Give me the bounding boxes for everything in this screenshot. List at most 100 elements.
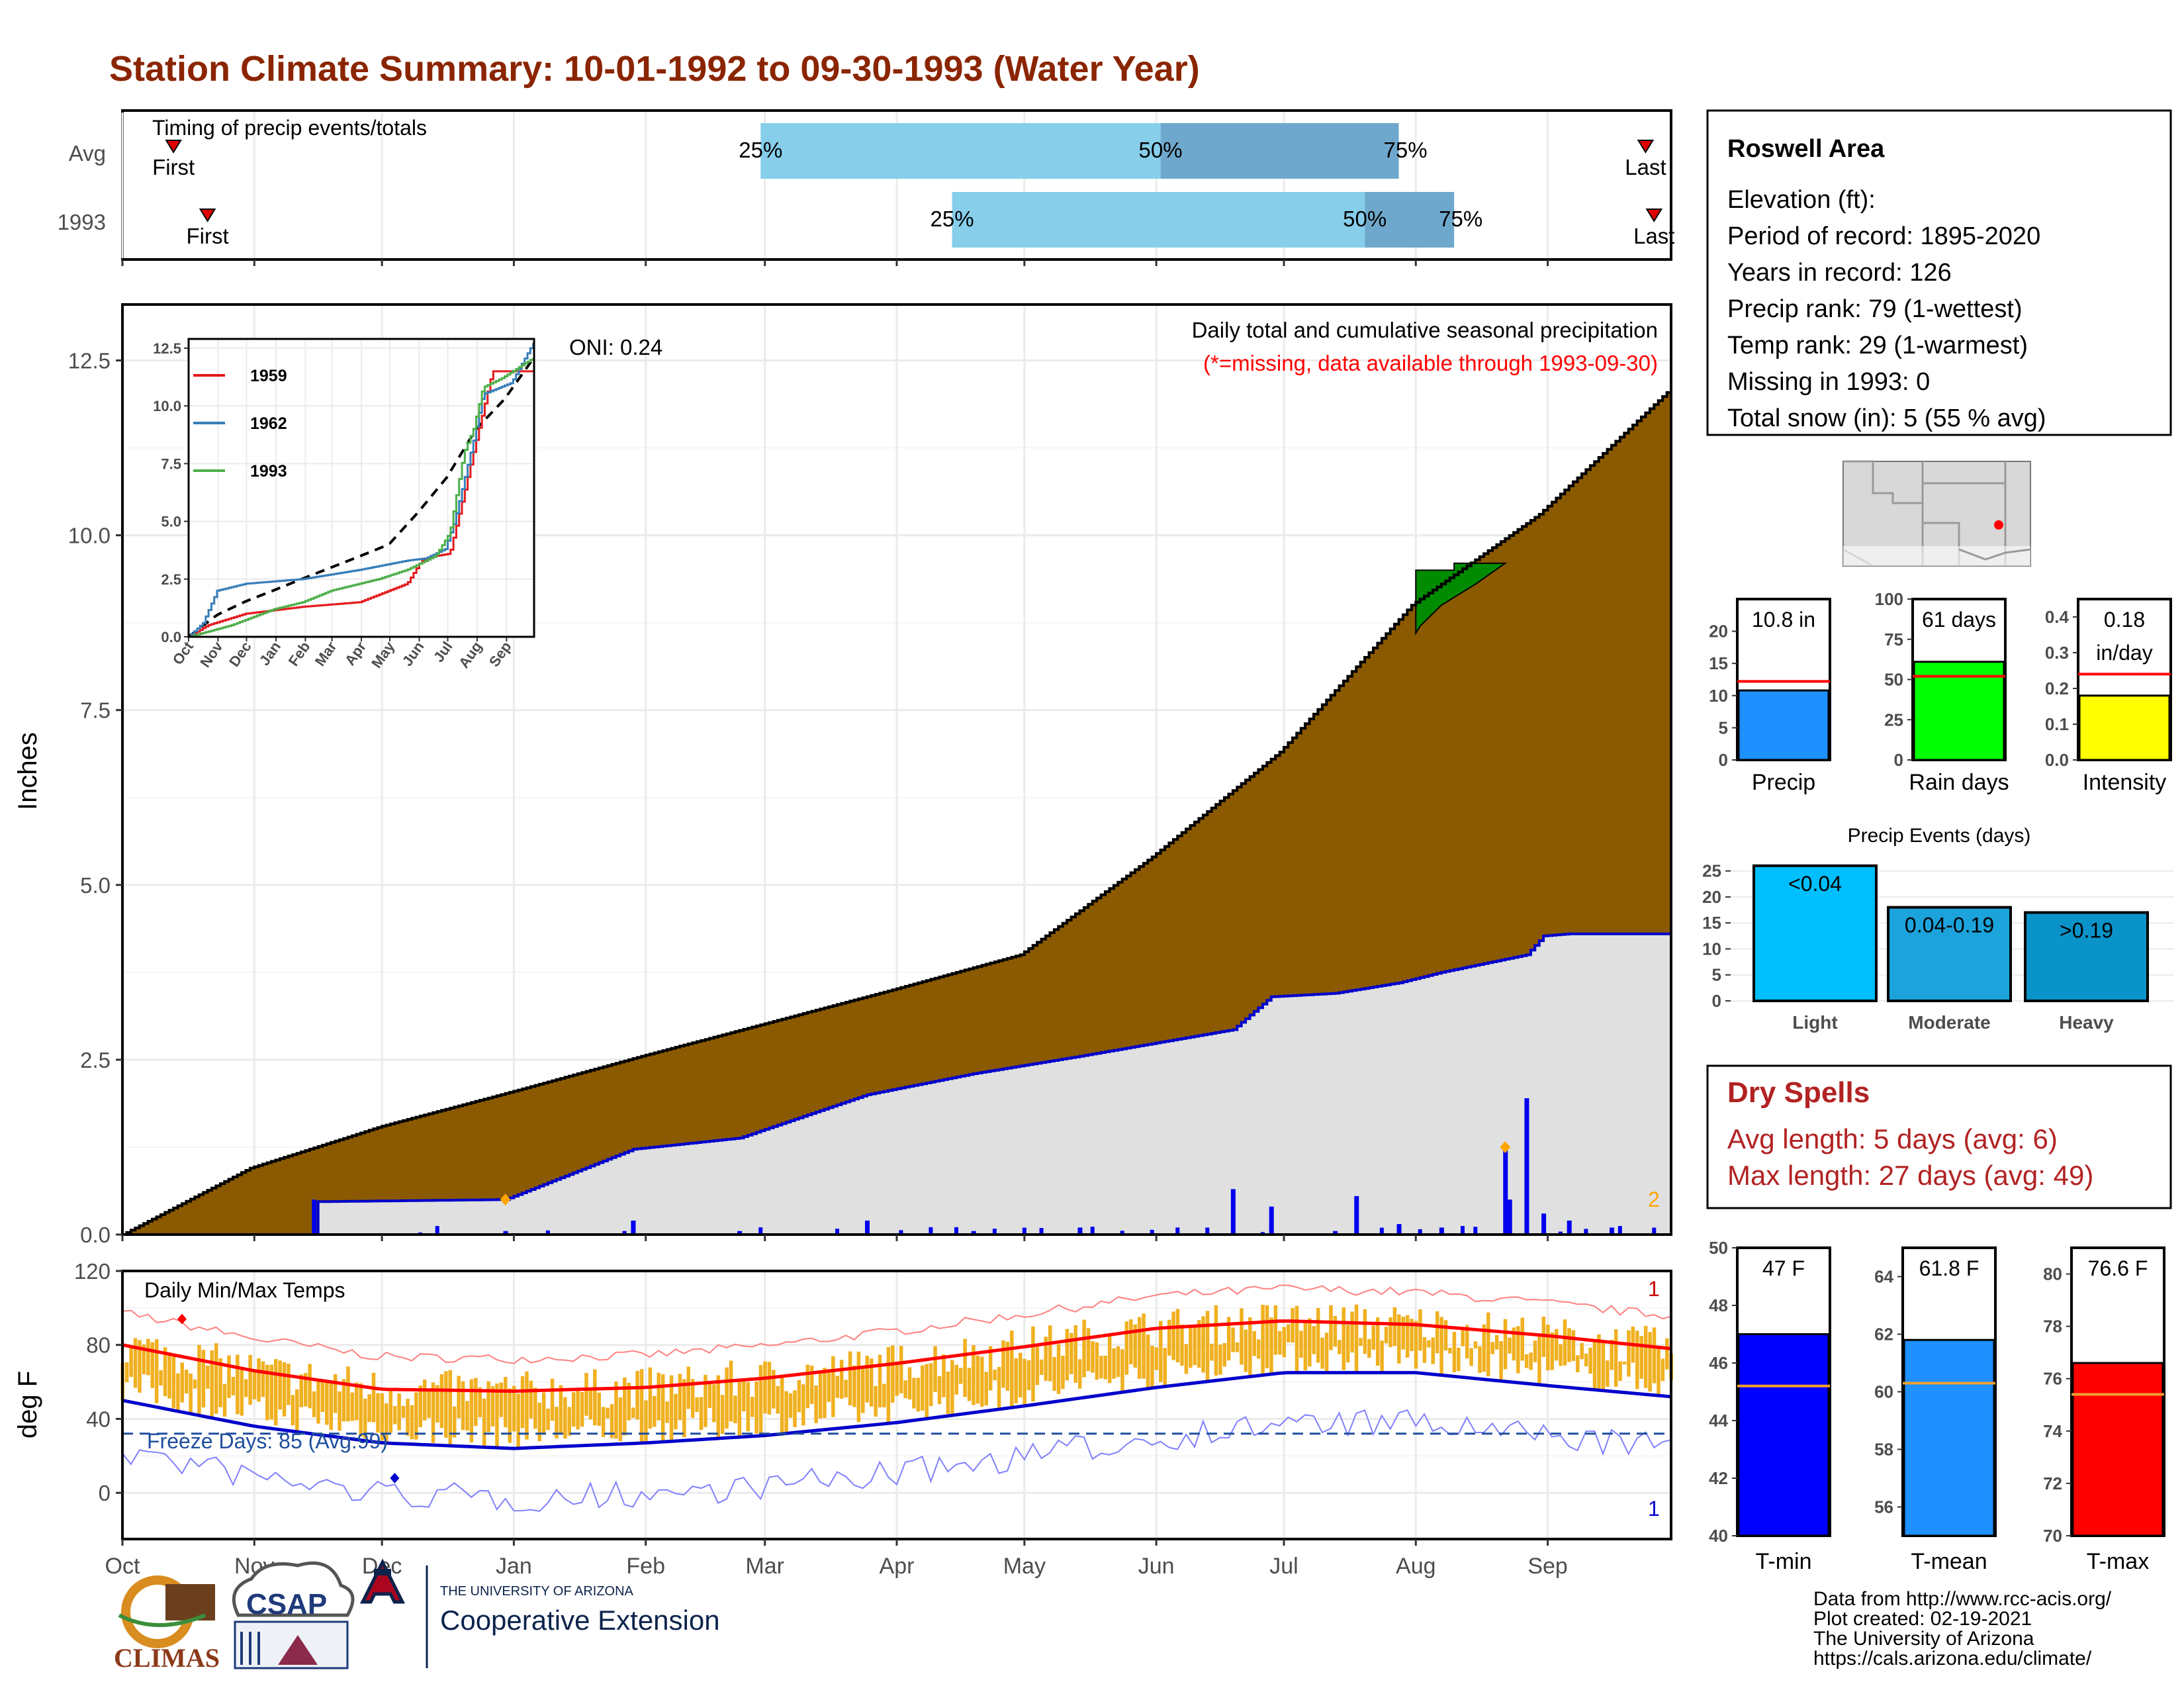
temp-daily-bar xyxy=(533,1387,537,1429)
temp-daily-bar xyxy=(844,1380,848,1398)
temp-daily-bar xyxy=(980,1356,984,1407)
mini-bar-value-2 xyxy=(2078,694,2171,761)
temp-daily-bar xyxy=(555,1407,559,1438)
timing-q75-label: 75% xyxy=(1439,207,1482,231)
temp-daily-bar xyxy=(1375,1317,1380,1366)
temp-daily-bar xyxy=(1592,1342,1597,1391)
temp-daily-bar xyxy=(1291,1308,1295,1343)
inset-legend-label: 1959 xyxy=(250,367,287,385)
temp-daily-bar xyxy=(1392,1307,1397,1346)
temp-daily-bar xyxy=(788,1393,793,1418)
events-y-tick-label: 15 xyxy=(1702,913,1721,933)
temp-daily-bar xyxy=(1103,1355,1107,1380)
temp-daily-bar xyxy=(614,1382,618,1439)
temp-daily-bar xyxy=(341,1379,346,1422)
month-tick-label: May xyxy=(1003,1554,1046,1579)
temp-daily-bar xyxy=(1193,1325,1197,1366)
precip-ylabel: Inches xyxy=(13,732,42,810)
precip-daily-bar xyxy=(1022,1227,1026,1235)
temp-daily-bar xyxy=(329,1382,333,1430)
temp-daily-bar xyxy=(1494,1335,1499,1350)
temp-daily-bar xyxy=(976,1355,980,1404)
precip-daily-bar xyxy=(1333,1231,1338,1235)
temp-daily-bar xyxy=(124,1362,129,1382)
precip-daily-bar xyxy=(1439,1227,1444,1235)
temp-daily-bar xyxy=(1478,1346,1482,1374)
temp-daily-bar xyxy=(1035,1344,1040,1385)
temp-daily-bar xyxy=(988,1346,993,1391)
mini-bar-unit-label: in/day xyxy=(2096,641,2152,665)
temp-daily-bar xyxy=(359,1383,363,1437)
timing-q25-label: 25% xyxy=(931,207,974,231)
station-missing: Missing in 1993: 0 xyxy=(1727,368,1930,396)
temp-daily-bar xyxy=(287,1364,291,1405)
temp-daily-bar xyxy=(1231,1327,1235,1352)
temp-daily-bar xyxy=(665,1401,669,1423)
temp-daily-bar xyxy=(997,1366,1001,1408)
temp-daily-bar xyxy=(1197,1320,1201,1368)
temp-daily-bar xyxy=(486,1381,490,1432)
temp-daily-bar xyxy=(163,1347,167,1397)
temp-daily-bar xyxy=(355,1382,359,1421)
temp-daily-bar xyxy=(1320,1337,1324,1369)
temp-daily-bar xyxy=(512,1385,516,1432)
temp-daily-bar xyxy=(265,1364,269,1421)
temp-daily-bar xyxy=(1401,1317,1405,1350)
temp-daily-bar xyxy=(1137,1317,1142,1379)
temp-daily-bar xyxy=(712,1384,716,1423)
record-high-marker xyxy=(177,1313,187,1325)
timing-q50-label: 50% xyxy=(1343,207,1387,231)
temp-daily-bar xyxy=(273,1359,278,1426)
temp-daily-bar xyxy=(571,1392,576,1427)
temp-daily-bar xyxy=(1622,1361,1627,1365)
temp-daily-bar xyxy=(214,1343,218,1414)
temp-daily-bar xyxy=(1010,1330,1014,1408)
precip-y-tick-label: 7.5 xyxy=(80,698,111,723)
precip-event-bar-label: <0.04 xyxy=(1788,872,1842,896)
temp-daily-bar xyxy=(1606,1360,1610,1387)
mini-bar-y-tick-label: 25 xyxy=(1884,710,1903,729)
temp-bar-caption-2: T-max xyxy=(2087,1549,2149,1574)
temp-daily-bar xyxy=(316,1382,320,1424)
temp-daily-bar xyxy=(1256,1339,1261,1359)
mini-bar-value-label-1: 61 days xyxy=(1922,608,1996,632)
temp-bar-y-tick-label: 62 xyxy=(1874,1325,1893,1344)
ua-small-text: THE UNIVERSITY OF ARIZONA xyxy=(440,1584,634,1599)
temp-daily-bar xyxy=(729,1360,733,1422)
precip-event-bar-heavy xyxy=(2024,911,2149,1003)
temp-daily-bar xyxy=(797,1380,801,1413)
university-of-arizona-logo: THE UNIVERSITY OF ARIZONA Cooperative Ex… xyxy=(359,1558,720,1668)
temp-daily-bar xyxy=(793,1390,797,1427)
station-temp-rank: Temp rank: 29 (1-warmest) xyxy=(1727,332,2028,359)
temp-daily-bar xyxy=(474,1378,478,1427)
temp-daily-bar xyxy=(1652,1327,1657,1383)
precip-event-bar-label: 0.04-0.19 xyxy=(1905,914,1994,937)
temp-bar-y-tick-label: 44 xyxy=(1709,1411,1728,1430)
temp-daily-bar xyxy=(1205,1311,1210,1383)
precip-daily-bar xyxy=(929,1227,933,1235)
temp-daily-bar xyxy=(1299,1331,1303,1358)
temp-daily-bar xyxy=(1363,1309,1367,1354)
temp-daily-bar xyxy=(1405,1315,1410,1358)
temp-bar-y-tick-label: 64 xyxy=(1874,1267,1893,1287)
mini-bar-value-label-2: 0.18 xyxy=(2104,608,2145,632)
inset-y-tick-label: 2.5 xyxy=(161,571,181,588)
temp-daily-bar xyxy=(937,1376,942,1405)
events-y-tick-label: 25 xyxy=(1702,861,1721,881)
temp-daily-bar xyxy=(1163,1348,1167,1387)
temp-daily-bar xyxy=(312,1391,316,1417)
timing-q25-label: 25% xyxy=(739,138,782,162)
temp-daily-bar xyxy=(1486,1312,1490,1377)
timing-q50-label: 50% xyxy=(1139,138,1183,162)
avg-max-temp-line xyxy=(122,1319,1672,1393)
temp-daily-bar xyxy=(482,1398,486,1448)
temp-daily-bar xyxy=(1533,1340,1537,1362)
temp-daily-bar xyxy=(431,1382,435,1443)
temp-daily-bar xyxy=(457,1376,461,1419)
temp-daily-bar xyxy=(699,1397,704,1430)
temp-daily-bar xyxy=(193,1379,197,1389)
timing-bar-q25-q50 xyxy=(760,123,1161,179)
temp-daily-bar xyxy=(733,1395,737,1424)
temp-daily-bar xyxy=(189,1373,193,1414)
station-years: Years in record: 126 xyxy=(1727,259,1952,287)
